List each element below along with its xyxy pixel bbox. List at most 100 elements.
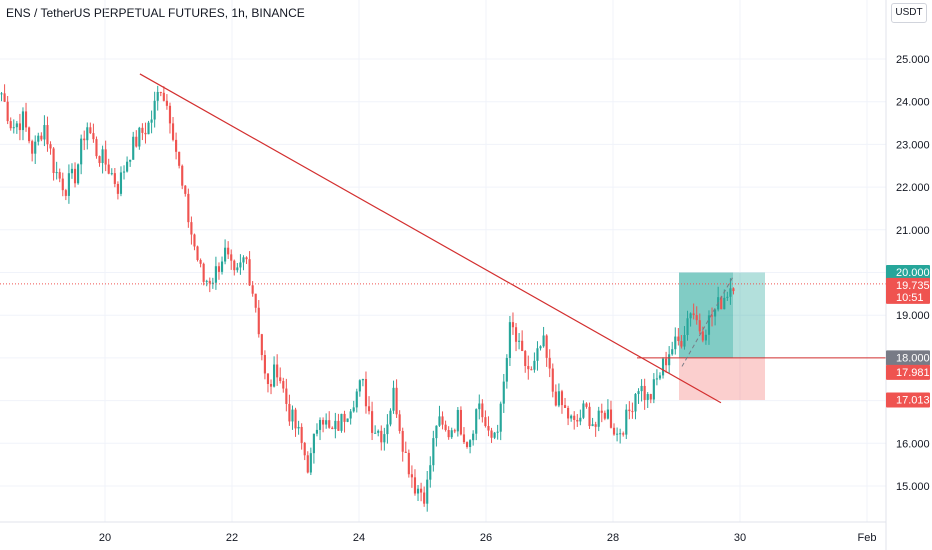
candle-body <box>438 416 441 426</box>
candle-body <box>732 288 735 292</box>
candle-body <box>141 127 144 133</box>
candle-body <box>462 434 466 443</box>
candle-body <box>579 417 582 422</box>
candle-body <box>40 135 43 140</box>
candle-body <box>527 365 530 370</box>
candle-body <box>257 307 260 335</box>
candle-body <box>502 381 505 404</box>
candle-body <box>640 385 643 392</box>
candle-body <box>73 168 77 184</box>
candle-body <box>199 260 202 264</box>
candle-body <box>153 100 156 120</box>
candle-body <box>138 127 141 147</box>
candle-body <box>643 385 646 400</box>
candle-body <box>646 394 649 400</box>
candle-body <box>9 121 12 129</box>
candle-body <box>245 257 248 260</box>
candle-body <box>80 138 83 165</box>
candle-body <box>358 380 361 392</box>
last-price-tag-bg <box>886 277 930 304</box>
candle-body <box>588 406 591 427</box>
candle-body <box>386 424 389 435</box>
candle-body <box>361 379 364 381</box>
candle-body <box>217 266 221 272</box>
candle-body <box>303 442 306 456</box>
candle-body <box>116 183 119 194</box>
candle-body <box>616 433 619 435</box>
candle-body <box>533 360 536 370</box>
candle-body <box>135 136 138 147</box>
candle-body <box>395 387 398 415</box>
candle-body <box>187 193 190 223</box>
candle-body <box>472 433 475 441</box>
candle-body <box>83 138 86 141</box>
candle-body <box>113 173 116 184</box>
candle-body <box>444 424 447 431</box>
target-tag-bg <box>886 265 930 280</box>
candle-body <box>401 430 404 452</box>
y-tick-label: 19.000 <box>896 310 930 322</box>
entry-tag-label: 18.000 <box>896 352 930 364</box>
candle-body <box>58 172 61 179</box>
candle-body <box>318 419 322 430</box>
candle-body <box>126 161 129 172</box>
candle-body <box>371 411 374 433</box>
candle-body <box>346 418 349 422</box>
candle-body <box>628 409 631 412</box>
candle-body <box>214 266 217 283</box>
candle-body <box>119 172 123 194</box>
candle-body <box>98 156 101 164</box>
candle-body <box>67 173 70 196</box>
projection-line <box>681 276 734 367</box>
grid <box>0 0 886 522</box>
candle-body <box>484 417 487 427</box>
candle-body <box>567 407 570 419</box>
candle-body <box>61 178 64 191</box>
candle-body <box>518 340 521 342</box>
candle-body <box>634 394 637 412</box>
candle-body <box>196 246 199 261</box>
candle-body <box>514 327 518 342</box>
candle-body <box>481 403 484 418</box>
candle-body <box>156 91 159 101</box>
candle-body <box>230 254 233 261</box>
candle-body <box>21 111 25 131</box>
y-tick-label: 23.000 <box>896 139 930 151</box>
candle-body <box>340 413 343 431</box>
candle-body <box>193 234 196 247</box>
candle-body <box>560 391 564 406</box>
candle-body <box>631 411 634 413</box>
candle-body <box>597 410 600 427</box>
candle-body <box>429 465 432 480</box>
candle-body <box>309 453 312 473</box>
candle-body <box>322 419 325 425</box>
candle-body <box>86 127 89 141</box>
candle-body <box>162 92 165 101</box>
candle-body <box>89 127 92 134</box>
candle-body <box>279 377 282 382</box>
candle-body <box>239 262 242 268</box>
candle-body <box>380 430 383 443</box>
candle-body <box>655 378 658 380</box>
candle-body <box>276 364 279 378</box>
candle-body <box>652 379 655 400</box>
candle-body <box>456 409 459 432</box>
candle-body <box>325 420 328 425</box>
candle-body <box>224 247 227 262</box>
candle-body <box>658 375 662 379</box>
candle-body <box>285 388 288 404</box>
candle-body <box>331 427 334 430</box>
candle-body <box>49 144 52 149</box>
candle-body <box>426 479 429 504</box>
candle-body <box>511 322 515 328</box>
candle-body <box>478 403 481 410</box>
candle-body <box>288 403 291 422</box>
candle-body <box>364 379 368 407</box>
currency-button[interactable]: USDT <box>891 3 927 23</box>
candle-body <box>469 440 472 447</box>
candle-body <box>389 410 392 425</box>
candle-body <box>720 297 723 310</box>
candle-body <box>453 430 456 432</box>
candle-body <box>266 373 270 384</box>
